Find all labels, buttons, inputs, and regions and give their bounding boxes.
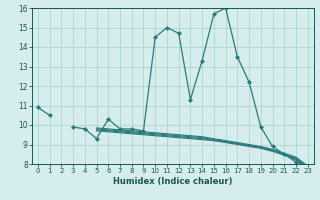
X-axis label: Humidex (Indice chaleur): Humidex (Indice chaleur) xyxy=(113,177,233,186)
